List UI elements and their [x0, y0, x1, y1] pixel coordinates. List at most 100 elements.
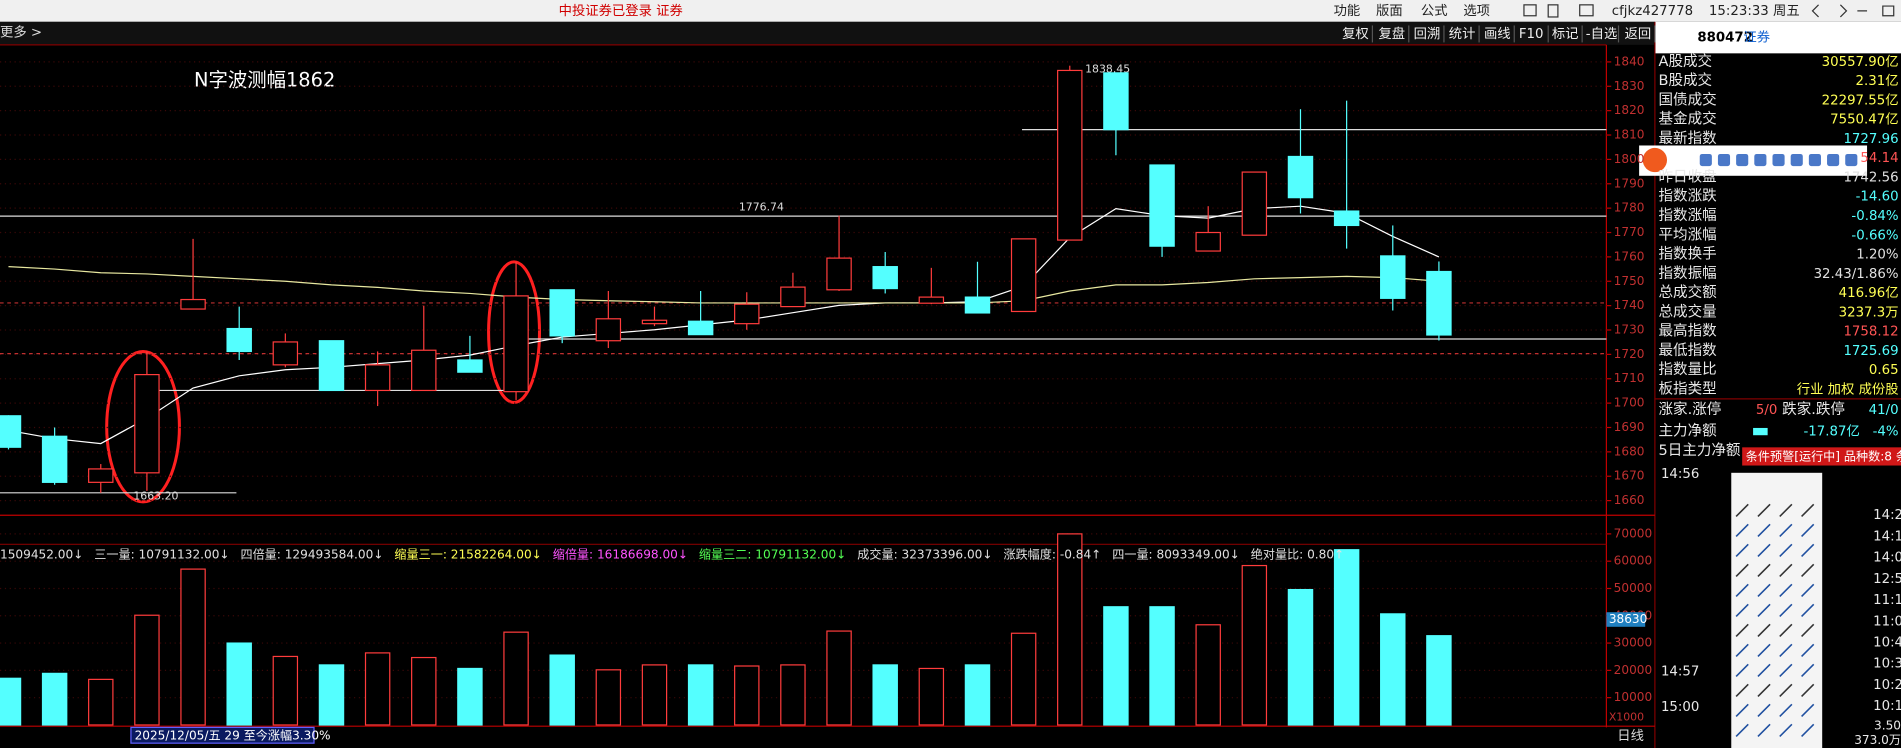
volume-bar — [826, 630, 852, 726]
ime-icon[interactable] — [1790, 153, 1803, 167]
ime-icon[interactable] — [1808, 153, 1821, 167]
palette-icon[interactable] — [1801, 723, 1815, 738]
ime-icon[interactable] — [1754, 153, 1767, 167]
palette-icon[interactable] — [1757, 643, 1771, 658]
palette-icon[interactable] — [1757, 723, 1771, 738]
alert-bar[interactable] — [1742, 447, 1901, 466]
palette-icon[interactable] — [1735, 603, 1749, 618]
ime-icon[interactable] — [1717, 153, 1731, 167]
palette-icon[interactable] — [1735, 503, 1749, 518]
ime-icon[interactable] — [1845, 153, 1858, 167]
toolbar-button[interactable]: 复盘 — [1378, 25, 1405, 42]
candle-body — [41, 435, 68, 483]
user-name[interactable]: cfjkz427778 — [1612, 4, 1693, 19]
stat-value: 54.14 — [1860, 151, 1898, 166]
stat-value: 0.65 — [1869, 363, 1899, 378]
palette-icon[interactable] — [1801, 643, 1815, 658]
palette-icon[interactable] — [1757, 563, 1771, 578]
menu-item[interactable]: 功能 — [1334, 3, 1361, 19]
palette-icon[interactable] — [1735, 583, 1749, 598]
indicator: 成交量: 32373396.00↓ — [857, 547, 992, 562]
period[interactable]: 日线 — [1617, 728, 1644, 744]
palette-icon[interactable] — [1801, 603, 1815, 618]
toolbar-button[interactable]: 回溯 — [1414, 26, 1441, 42]
candle-body — [687, 320, 714, 336]
palette-icon[interactable] — [1779, 603, 1793, 618]
menu-item[interactable]: 选项 — [1463, 3, 1490, 19]
candle-body — [780, 286, 806, 308]
y-tick-label: 1700 — [1614, 396, 1645, 410]
y-tick-label: 30000 — [1614, 636, 1653, 650]
palette-icon[interactable] — [1801, 663, 1815, 678]
palette-icon[interactable] — [1801, 503, 1815, 518]
palette-icon[interactable] — [1757, 523, 1771, 538]
toolbar-button[interactable]: F10 — [1519, 27, 1544, 42]
palette-icon[interactable] — [1801, 523, 1815, 538]
palette-icon[interactable] — [1801, 703, 1815, 718]
palette-icon[interactable] — [1779, 703, 1793, 718]
palette-icon[interactable] — [1779, 503, 1793, 518]
palette-icon[interactable] — [1735, 563, 1749, 578]
palette-icon[interactable] — [1779, 723, 1793, 738]
stat-value: -0.84% — [1851, 209, 1898, 224]
range-text: 2025/12/05/五 29 至今涨幅3.30% — [135, 727, 331, 742]
toolbar-button[interactable]: 复权 — [1342, 25, 1369, 42]
ime-icon[interactable] — [1772, 153, 1785, 167]
palette-icon[interactable] — [1801, 683, 1815, 698]
toolbar-button[interactable]: 标记 — [1552, 26, 1579, 42]
palette-icon[interactable] — [1779, 543, 1793, 558]
stat-label: B股成交 — [1659, 71, 1713, 89]
toolbar-button[interactable]: -自选 — [1586, 26, 1617, 42]
palette-icon[interactable] — [1779, 663, 1793, 678]
circle-annotation — [105, 260, 542, 504]
palette-icon[interactable] — [1735, 683, 1749, 698]
ime-icon[interactable] — [1827, 153, 1840, 167]
palette-icon[interactable] — [1779, 643, 1793, 658]
palette-icon[interactable] — [1735, 723, 1749, 738]
more-link[interactable]: 更多 > — [0, 24, 42, 41]
toolbar-button[interactable]: 返回 — [1625, 26, 1652, 42]
toolbar-button[interactable]: 画线 — [1484, 26, 1511, 42]
index-code: 880472 — [1697, 31, 1753, 46]
palette-icon[interactable] — [1757, 703, 1771, 718]
palette-icon[interactable] — [1757, 683, 1771, 698]
palette-icon[interactable] — [1757, 583, 1771, 598]
window-controls[interactable] — [1523, 4, 1895, 18]
palette-icon[interactable] — [1779, 683, 1793, 698]
candle-body — [1241, 171, 1268, 236]
menu-item[interactable]: 版面 — [1376, 3, 1403, 19]
palette-icon[interactable] — [1801, 583, 1815, 598]
palette-icon[interactable] — [1757, 543, 1771, 558]
stat-value: 22297.55亿 — [1822, 92, 1899, 108]
menu-item[interactable]: 公式 — [1421, 3, 1448, 19]
stat-value: 41/0 — [1869, 403, 1899, 418]
ime-icon[interactable] — [1699, 153, 1712, 167]
palette-icon[interactable] — [1779, 523, 1793, 538]
palette-icon[interactable] — [1757, 603, 1771, 618]
volume-bar — [1010, 632, 1037, 726]
palette-icon[interactable] — [1801, 563, 1815, 578]
palette-icon[interactable] — [1801, 543, 1815, 558]
palette-icon[interactable] — [1735, 523, 1749, 538]
palette-icon[interactable] — [1735, 543, 1749, 558]
candle-body — [503, 295, 529, 393]
palette-icon[interactable] — [1779, 623, 1793, 638]
ime-icon[interactable] — [1736, 153, 1749, 167]
palette-icon[interactable] — [1757, 503, 1771, 518]
candle-body — [826, 257, 852, 291]
stat-value: 1742.56 — [1843, 170, 1898, 185]
palette-icon[interactable] — [1735, 663, 1749, 678]
toolbar-button[interactable]: 统计 — [1449, 26, 1476, 42]
candle-body — [88, 468, 114, 483]
palette-icon[interactable] — [1735, 703, 1749, 718]
palette-icon[interactable] — [1757, 623, 1771, 638]
palette-icon[interactable] — [1757, 663, 1771, 678]
palette-icon[interactable] — [1735, 643, 1749, 658]
candle-body — [457, 359, 483, 373]
volume-bar — [1241, 564, 1268, 726]
palette-icon[interactable] — [1801, 623, 1815, 638]
palette-icon[interactable] — [1735, 623, 1749, 638]
candle-body — [364, 364, 391, 392]
palette-icon[interactable] — [1779, 583, 1793, 598]
palette-icon[interactable] — [1779, 563, 1793, 578]
